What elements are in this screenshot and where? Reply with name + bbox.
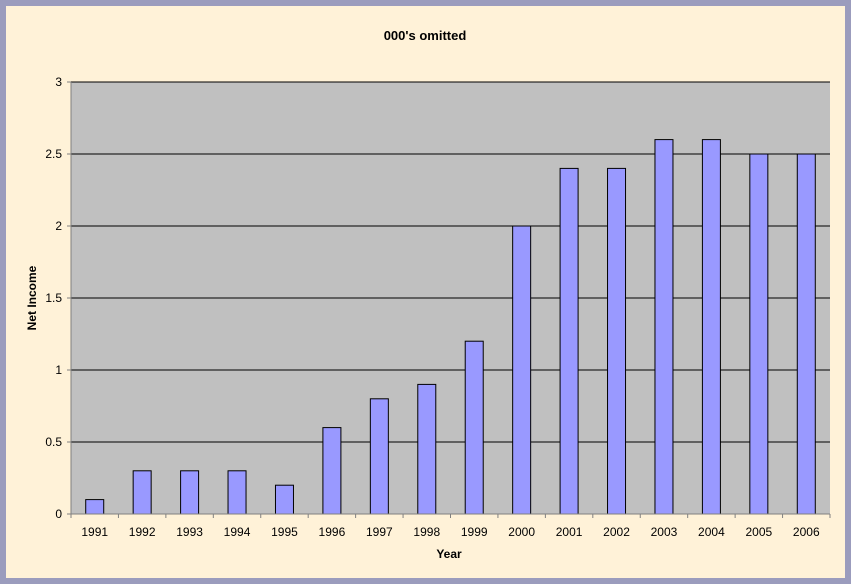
x-tick-label: 1996 xyxy=(319,525,346,539)
x-tick-label: 2006 xyxy=(793,525,820,539)
x-tick-label: 1992 xyxy=(129,525,156,539)
bar xyxy=(227,470,247,515)
bar xyxy=(512,225,532,515)
x-tick-label: 1993 xyxy=(176,525,203,539)
x-tick-label: 1998 xyxy=(413,525,440,539)
bar xyxy=(559,167,579,515)
y-tick-label: 1 xyxy=(55,363,62,377)
chart-title: 000's omitted xyxy=(384,28,467,43)
bar xyxy=(749,153,769,515)
bar xyxy=(654,139,674,515)
bar xyxy=(369,398,389,515)
x-tick-label: 2003 xyxy=(651,525,678,539)
y-tick-label: 0 xyxy=(55,507,62,521)
y-tick-label: 1.5 xyxy=(45,291,62,305)
x-tick-label: 1991 xyxy=(81,525,108,539)
x-axis: 1991 1992 1993 1994 1995 1996 1997 1998 1999 2000… xyxy=(70,513,831,539)
bar xyxy=(701,139,721,515)
x-axis-label: Year xyxy=(436,547,462,561)
bar xyxy=(274,484,294,515)
bar xyxy=(464,340,484,515)
bar xyxy=(607,167,627,515)
y-tick-label: 2.5 xyxy=(45,147,62,161)
x-tick-label: 1999 xyxy=(461,525,488,539)
y-tick-label: 3 xyxy=(55,75,62,89)
x-tick-label: 1994 xyxy=(224,525,251,539)
bar xyxy=(85,499,105,515)
x-tick-label: 2001 xyxy=(556,525,583,539)
x-tick-label: 2002 xyxy=(603,525,630,539)
x-tick-label: 1997 xyxy=(366,525,393,539)
x-tick-label: 2005 xyxy=(745,525,772,539)
bar xyxy=(180,470,200,515)
x-tick-label: 2000 xyxy=(508,525,535,539)
x-tick-label: 1995 xyxy=(271,525,298,539)
bar xyxy=(132,470,152,515)
bar xyxy=(417,383,437,515)
y-axis-label: Net Income xyxy=(25,265,39,330)
y-tick-label: 0.5 xyxy=(45,435,62,449)
bar xyxy=(796,153,816,515)
y-tick-label: 2 xyxy=(55,219,62,233)
bars xyxy=(85,139,816,515)
y-axis: 0 0.5 1 1.5 2 2.5 3 xyxy=(45,75,72,521)
bar xyxy=(322,427,342,515)
x-tick-label: 2004 xyxy=(698,525,725,539)
